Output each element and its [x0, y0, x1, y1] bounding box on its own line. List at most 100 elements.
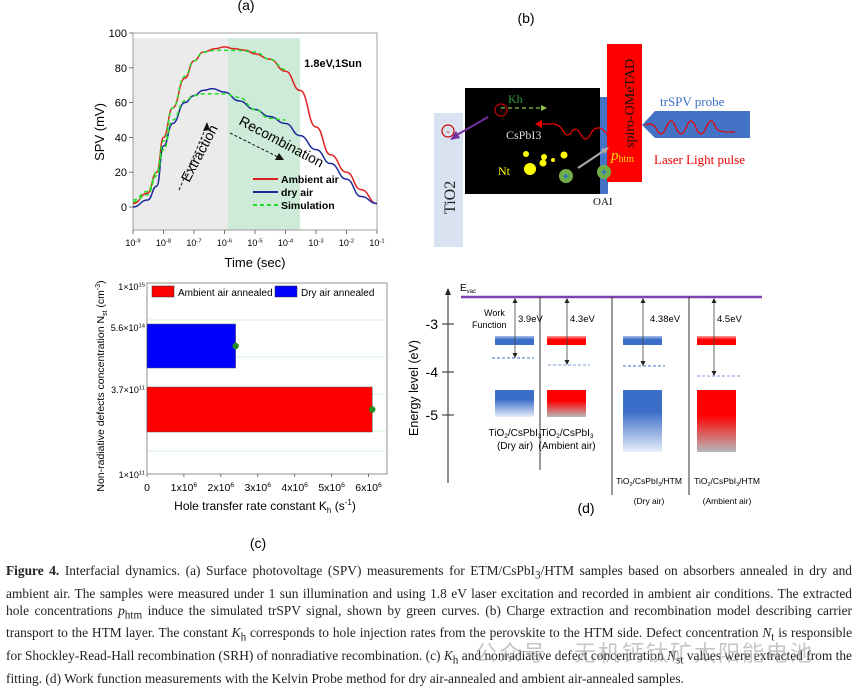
x-tick-label: 10-4 — [278, 238, 294, 248]
panel-a-annotation: 1.8eV,1Sun — [304, 58, 362, 70]
data-marker — [232, 342, 239, 350]
cspbi3-label: CsPbI3 — [506, 128, 541, 142]
extraction-arrow — [178, 124, 208, 191]
kh-label: Kh — [508, 92, 523, 106]
caption-text: /HTM samples based on absorbers annealed… — [6, 563, 852, 618]
laser-label: Laser Light pulse — [654, 152, 745, 167]
data-marker — [369, 406, 376, 413]
sample-label: TiO2/CsPbI3/HTM — [694, 476, 760, 488]
electron-extraction-arrow — [454, 116, 489, 137]
conduction-band — [623, 336, 662, 345]
work-function-value: 3.9eV — [518, 314, 543, 325]
y-tick-label: 40 — [115, 132, 127, 144]
legend-label-dry: dry air — [281, 187, 313, 199]
caption-symbol: N — [667, 648, 677, 664]
panel-c-ylabel: Non-radiative defects concentration Nst … — [95, 280, 109, 491]
caption-sub: st — [676, 654, 684, 667]
valence-band — [623, 390, 662, 452]
x-tick-label: 10-2 — [339, 238, 354, 248]
hole-transfer-arrow — [577, 149, 606, 169]
y-tick-label: 0 — [121, 202, 127, 214]
region-extraction — [133, 38, 228, 230]
y-tick-label: 80 — [115, 63, 127, 75]
panel-c-chart: 0 1x106 2x106 3x106 4x106 5x106 6x106 1×1015 5.6… — [95, 280, 388, 551]
legend-label-simulation: Simulation — [281, 200, 335, 212]
arrowhead-down — [640, 361, 646, 366]
hole-icon — [559, 169, 573, 183]
hole-transfer-arrowhead — [601, 147, 609, 154]
x-tick-label: 1x106 — [171, 482, 198, 494]
caption-sub: h — [240, 632, 247, 645]
emission-arrowhead — [535, 120, 542, 128]
panel-b-label: (b) — [517, 10, 534, 26]
electron-symbol: - — [499, 106, 502, 117]
y-tick-label: 1×1011 — [119, 470, 145, 480]
series-line-dry-air — [132, 87, 378, 208]
sample-label: TiO2/CsPbI3 — [540, 428, 593, 440]
sample-label: TiO2/CsPbI3/HTM — [616, 476, 682, 488]
work-function-label: Function — [472, 320, 507, 330]
panel-b-diagram: (b) TiO2 - spiro-OMeTAD trSPV probe Lase… — [434, 10, 750, 247]
electron-icon — [494, 103, 508, 117]
caption-figure-label: Figure 4. — [6, 563, 60, 578]
caption-sub: t — [771, 632, 775, 645]
emission-wave — [540, 123, 609, 140]
caption-text: and nonradiative defect concentration — [458, 648, 668, 664]
x-tick-label: 10-3 — [308, 238, 323, 248]
tio2-electron-icon — [441, 124, 455, 138]
defect-dot — [560, 151, 568, 159]
x-tick-label: 10-9 — [125, 238, 140, 248]
panel-d-label: (d) — [577, 500, 594, 516]
conduction-band — [495, 336, 534, 345]
panel-c-label: (c) — [250, 535, 266, 551]
y-tick-label: 60 — [115, 98, 127, 110]
panel-a-chart: (a) 10-9 10-8 10-7 10-6 10-5 10-4 10-3 10-2 10-1… — [92, 0, 385, 270]
conduction-band — [547, 336, 586, 345]
valence-band — [547, 390, 586, 417]
x-tick-label: 5x106 — [318, 482, 345, 494]
series-line-ambient-air — [132, 46, 378, 205]
work-function-label: Work — [484, 308, 505, 318]
y-tick-label: 3.7×1011 — [111, 385, 145, 395]
evac-label: Evac — [460, 283, 476, 295]
x-tick-label: 10-7 — [186, 238, 201, 248]
kh-arrowhead — [541, 105, 547, 111]
electron-arrowhead — [450, 131, 460, 140]
panel-a-legend: Ambient air dry air Simulation — [253, 174, 339, 212]
panel-a-ylabel: SPV (mV) — [92, 103, 107, 161]
work-function-value: 4.3eV — [570, 314, 595, 325]
sample-condition-label: (Dry air) — [497, 441, 533, 452]
sample-condition-label: (Ambient air) — [703, 496, 752, 506]
y-tick-label: 20 — [115, 167, 127, 179]
sample-condition-label: (Ambient air) — [538, 441, 595, 452]
caption-symbol: K — [231, 625, 241, 641]
arrowhead-down — [564, 360, 570, 365]
cspbi3-layer — [465, 88, 600, 194]
caption-text: values were extracted from the fitting. … — [6, 648, 853, 686]
defect-dot — [523, 151, 529, 157]
work-function-value: 4.38eV — [650, 314, 681, 325]
defect-dot — [541, 154, 547, 160]
x-tick-label: 10-6 — [217, 238, 232, 248]
arrowhead-down — [711, 371, 717, 376]
figure-caption: Figure 4. Interfacial dynamics. (a) Surf… — [6, 562, 852, 687]
x-tick-label: 10-1 — [369, 238, 384, 248]
recombination-arrow — [229, 132, 281, 159]
nt-label: Nt — [498, 164, 511, 178]
caption-symbol: N — [762, 625, 772, 641]
x-tick-label: 10-5 — [247, 238, 262, 248]
caption-symbol: K — [443, 648, 453, 664]
work-function-value: 4.5eV — [717, 314, 742, 325]
legend-swatch-ambient-annealed — [151, 285, 175, 298]
extraction-arrowhead — [203, 122, 210, 131]
phtm-label: phtm — [610, 148, 634, 165]
region-recombination — [227, 38, 301, 230]
oai-label: OAI — [593, 196, 613, 208]
arrowhead-up — [640, 298, 646, 303]
y-axis-arrowhead — [445, 288, 451, 295]
recombination-arrowhead — [275, 153, 284, 160]
legend-label-ambient-annealed: Ambient air annealed — [178, 288, 273, 299]
arrowhead-up — [711, 298, 717, 303]
spiro-layer — [607, 44, 642, 182]
x-tick-label: 6x106 — [355, 482, 382, 494]
